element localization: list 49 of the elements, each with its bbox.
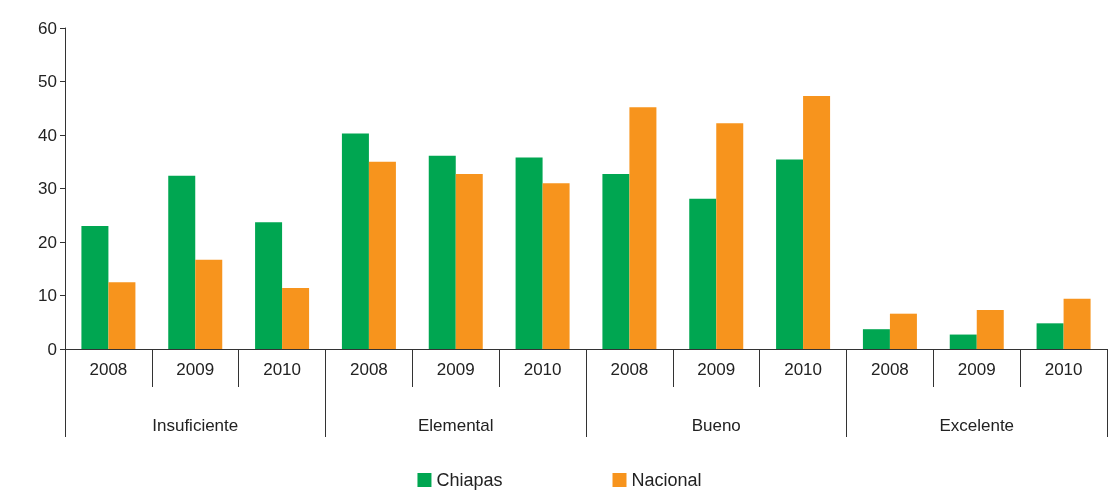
bar [81,225,109,349]
bar [889,313,917,349]
x-tick-label: 2010 [263,360,301,379]
bar [689,198,717,349]
legend-label: Chiapas [436,470,503,490]
y-tick-label: 20 [38,232,57,252]
text: Bueno [691,416,741,435]
bar [1063,298,1091,349]
x-tick-label: 2009 [697,360,736,379]
x-tick-label: 2008 [350,360,388,379]
y-tick-label: 0 [47,339,57,359]
y-tick-label: 10 [38,286,57,305]
text: Insuficiente [152,416,239,435]
bar [108,282,136,349]
bar [602,174,630,349]
text: Elemental [417,416,494,435]
bar [629,107,657,349]
y-tick-label: 50 [38,72,57,91]
y-tick-label: 60 [38,18,57,38]
bar [195,259,223,349]
bar [282,288,310,349]
y-tick-label: 30 [38,179,57,198]
bar [716,123,744,349]
x-tick-label: 2010 [1044,360,1083,379]
x-tick-label: 2008 [610,360,649,379]
bar [455,174,483,349]
x-tick-label: 2009 [176,360,215,379]
bar [542,183,570,349]
bar [255,222,283,349]
bar [168,175,196,349]
x-tick-label: 2008 [871,360,909,379]
x-tick-label: 2009 [957,360,996,379]
x-tick-label: 2010 [784,360,822,379]
bar [1036,323,1064,349]
x-tick-label: 2009 [436,360,475,379]
bar [803,95,831,349]
bar [776,159,804,349]
bar [515,157,543,349]
x-tick-label: 2010 [523,360,562,379]
bar [368,161,396,349]
bar [949,334,977,349]
text: Excelente [939,416,1015,435]
bar [976,309,1004,349]
bar [341,133,369,349]
bar [862,329,890,349]
y-tick-label: 40 [38,125,57,145]
bar [428,155,456,349]
legend-label: Nacional [631,470,702,490]
x-tick-label: 2008 [89,360,128,379]
